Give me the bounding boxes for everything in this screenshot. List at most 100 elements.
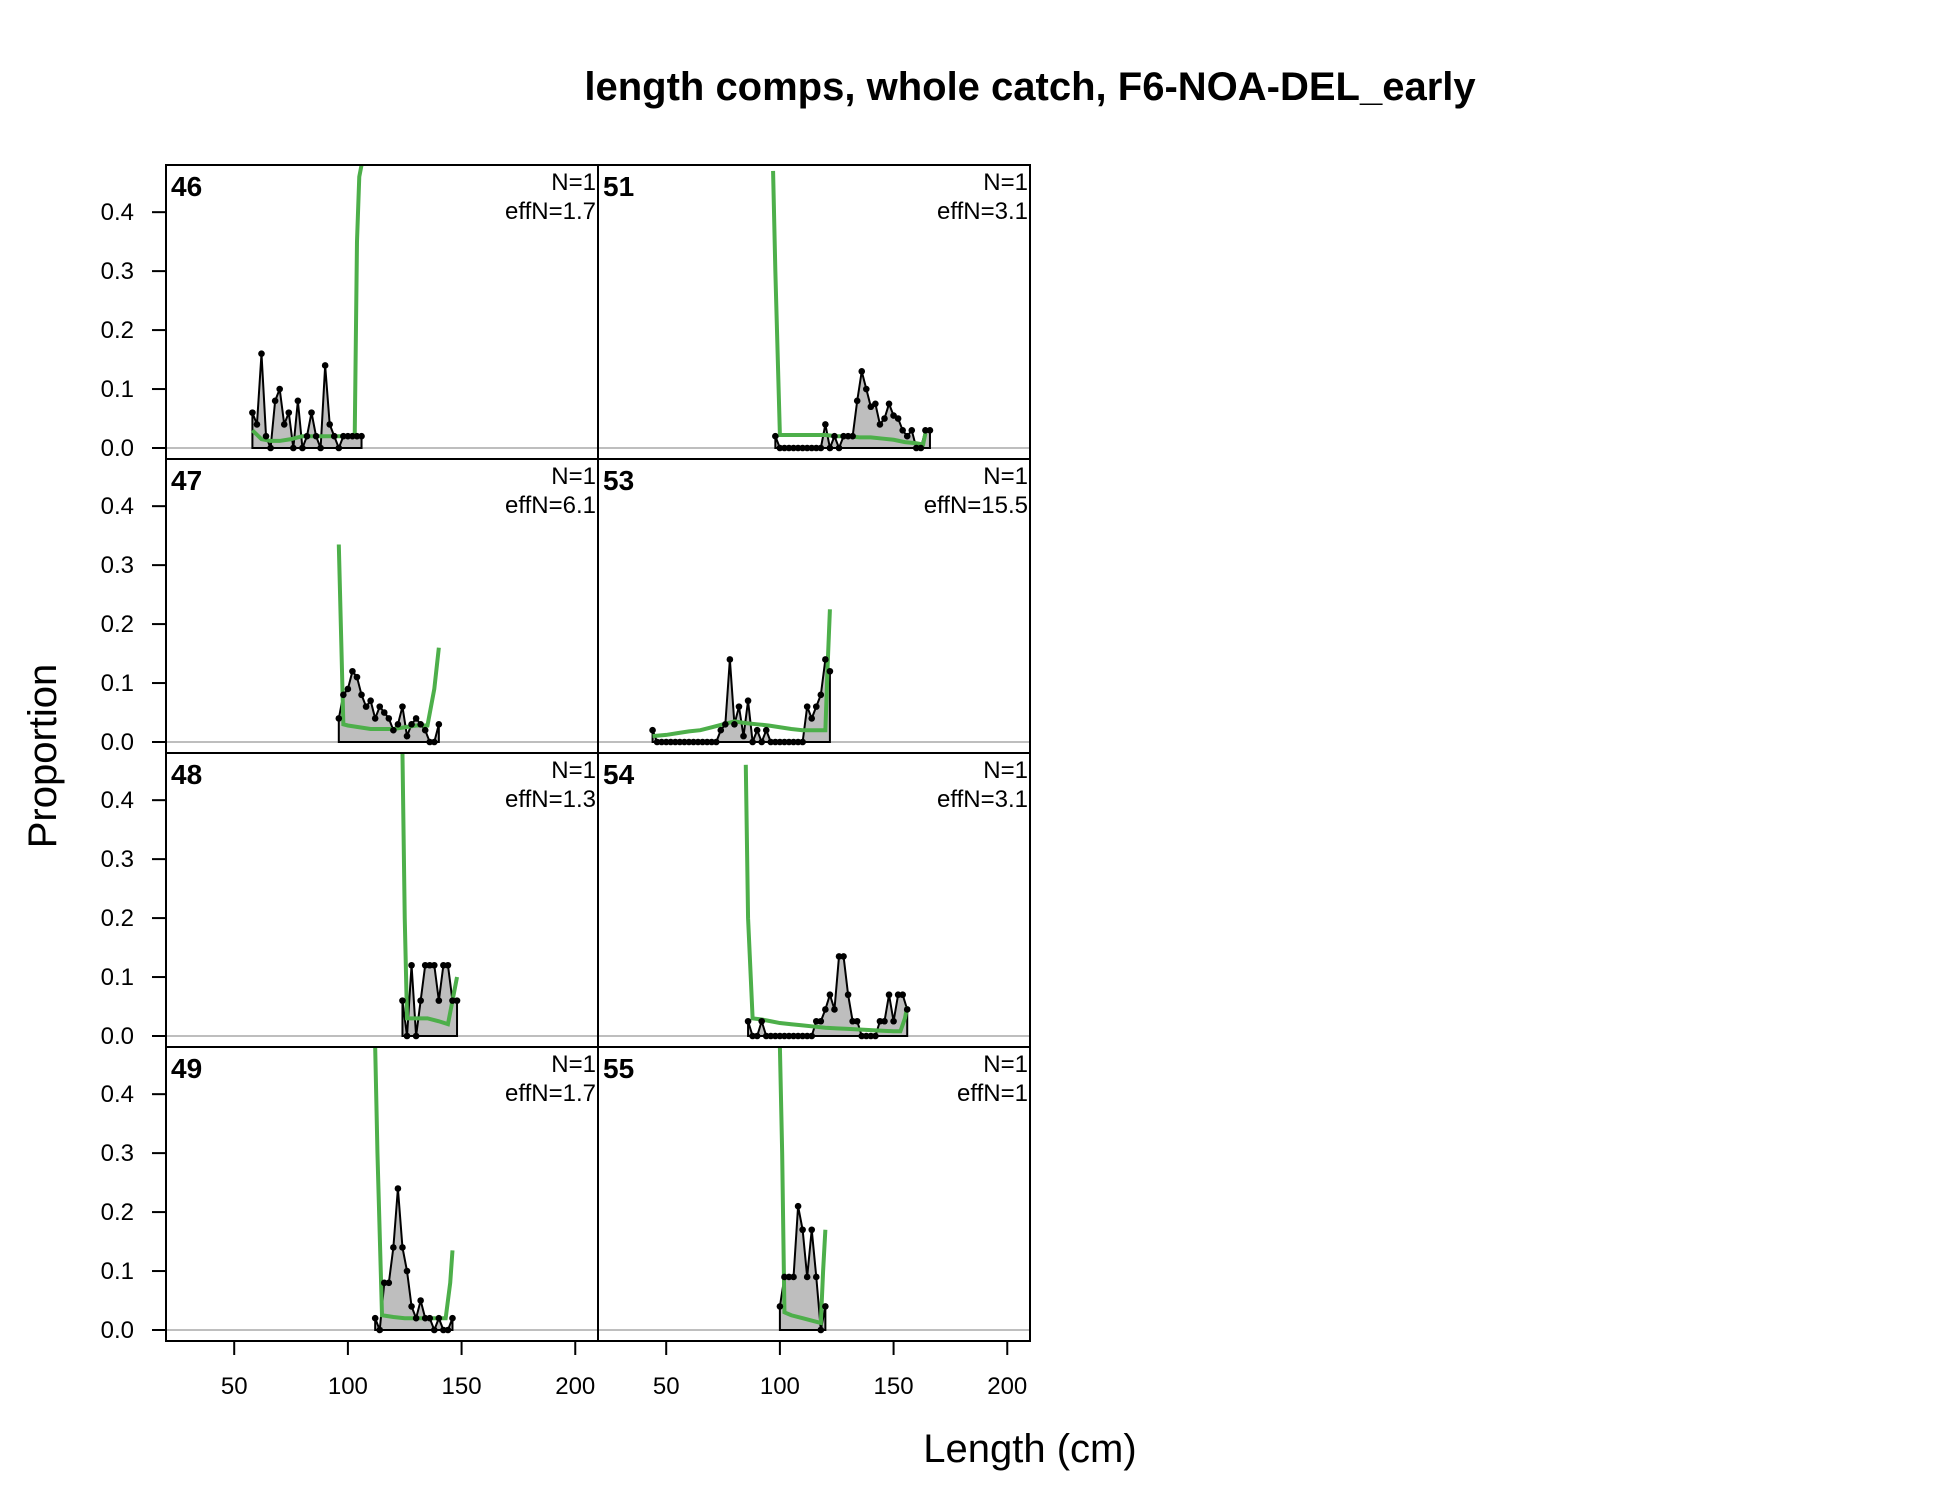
observed-point (417, 721, 424, 728)
observed-point (853, 397, 861, 405)
panel-id-label: 48 (171, 759, 202, 790)
y-tick-label: 0.2 (101, 1199, 134, 1226)
panel-n-label: N=1 (551, 757, 596, 784)
observed-point (380, 709, 388, 716)
observed-point (826, 667, 834, 675)
observed-point (435, 997, 443, 1004)
panel-effn-label: effN=1.3 (505, 786, 596, 813)
y-tick-label: 0.2 (101, 611, 134, 638)
observed-point (399, 997, 406, 1004)
observed-point (822, 1303, 829, 1310)
observed-point (367, 697, 374, 705)
observed-point (444, 1326, 452, 1334)
observed-point (794, 1202, 802, 1210)
observed-point (762, 726, 770, 734)
y-tick-label: 0.0 (101, 1317, 134, 1344)
observed-point (690, 738, 697, 746)
observed-point (408, 721, 415, 728)
observed-point (799, 738, 806, 746)
observed-point (772, 738, 779, 746)
panel-plot-area (598, 609, 1030, 746)
observed-point (922, 427, 929, 434)
observed-point (344, 685, 352, 693)
observed-point (430, 961, 438, 969)
observed-point (862, 385, 870, 393)
observed-point (653, 738, 661, 746)
panel-n-label: N=1 (983, 169, 1028, 196)
observed-point (371, 715, 379, 722)
observed-point (426, 738, 434, 746)
observed-point (335, 444, 343, 452)
observed-point (685, 738, 693, 746)
y-tick-label: 0.4 (101, 199, 134, 226)
observed-point (385, 1279, 393, 1287)
observed-point (649, 726, 656, 734)
observed-point (858, 1032, 866, 1040)
panel-id-label: 51 (603, 171, 634, 202)
y-tick-label: 0.1 (101, 670, 134, 697)
observed-point (253, 421, 261, 428)
panel-plot-area (166, 544, 598, 746)
observed-point (808, 715, 816, 722)
observed-point (408, 1303, 415, 1310)
observed-point (899, 991, 906, 999)
observed-point (794, 738, 802, 746)
observed-point (817, 1017, 825, 1025)
observed-point (753, 1032, 761, 1040)
panel-effn-label: effN=3.1 (937, 786, 1028, 813)
observed-point (785, 1032, 793, 1040)
observed-point (803, 1273, 811, 1281)
observed-point (790, 1273, 797, 1281)
x-tick-label: 200 (987, 1373, 1027, 1400)
observed-point (717, 726, 725, 734)
observed-point (417, 997, 424, 1004)
observed-point (872, 1032, 879, 1040)
observed-point (781, 1273, 788, 1281)
observed-point (708, 738, 715, 746)
observed-point (776, 444, 784, 452)
observed-point (403, 732, 411, 740)
observed-point (403, 1032, 411, 1040)
observed-point (317, 444, 324, 452)
observed-point (894, 415, 902, 422)
observed-point (722, 721, 729, 728)
observed-point (917, 444, 925, 452)
observed-point (876, 421, 884, 428)
y-tick-label: 0.1 (101, 964, 134, 991)
x-tick-label: 150 (442, 1373, 482, 1400)
observed-point (267, 444, 274, 452)
expected-line (336, 544, 441, 732)
observed-point (799, 444, 806, 452)
observed-point (362, 703, 370, 710)
panel-effn-label: effN=1.7 (505, 198, 596, 225)
observed-point (849, 1017, 856, 1025)
observed-point (421, 1314, 429, 1322)
observed-point (344, 432, 352, 440)
observed-point (435, 721, 443, 728)
panel-id-label: 47 (171, 465, 202, 496)
y-tick-label: 0.3 (101, 258, 134, 285)
observed-point (749, 738, 756, 746)
observed-point (790, 444, 797, 452)
observed-point (781, 738, 788, 746)
observed-point (294, 397, 302, 405)
expected-line (743, 764, 910, 1034)
observed-point (799, 1032, 806, 1040)
observed-point (412, 1314, 420, 1322)
observed-point (285, 409, 293, 416)
observed-point (858, 368, 866, 375)
observed-point (817, 691, 825, 699)
observed-point (772, 432, 779, 440)
panel-plot-area (598, 1047, 1030, 1334)
y-tick-label: 0.4 (101, 787, 134, 814)
observed-point (849, 432, 856, 440)
observed-point (826, 991, 834, 999)
observed-point (885, 991, 893, 999)
observed-point (262, 432, 270, 440)
observed-point (781, 1032, 788, 1040)
observed-point (299, 444, 306, 452)
y-tick-label: 0.3 (101, 1140, 134, 1167)
